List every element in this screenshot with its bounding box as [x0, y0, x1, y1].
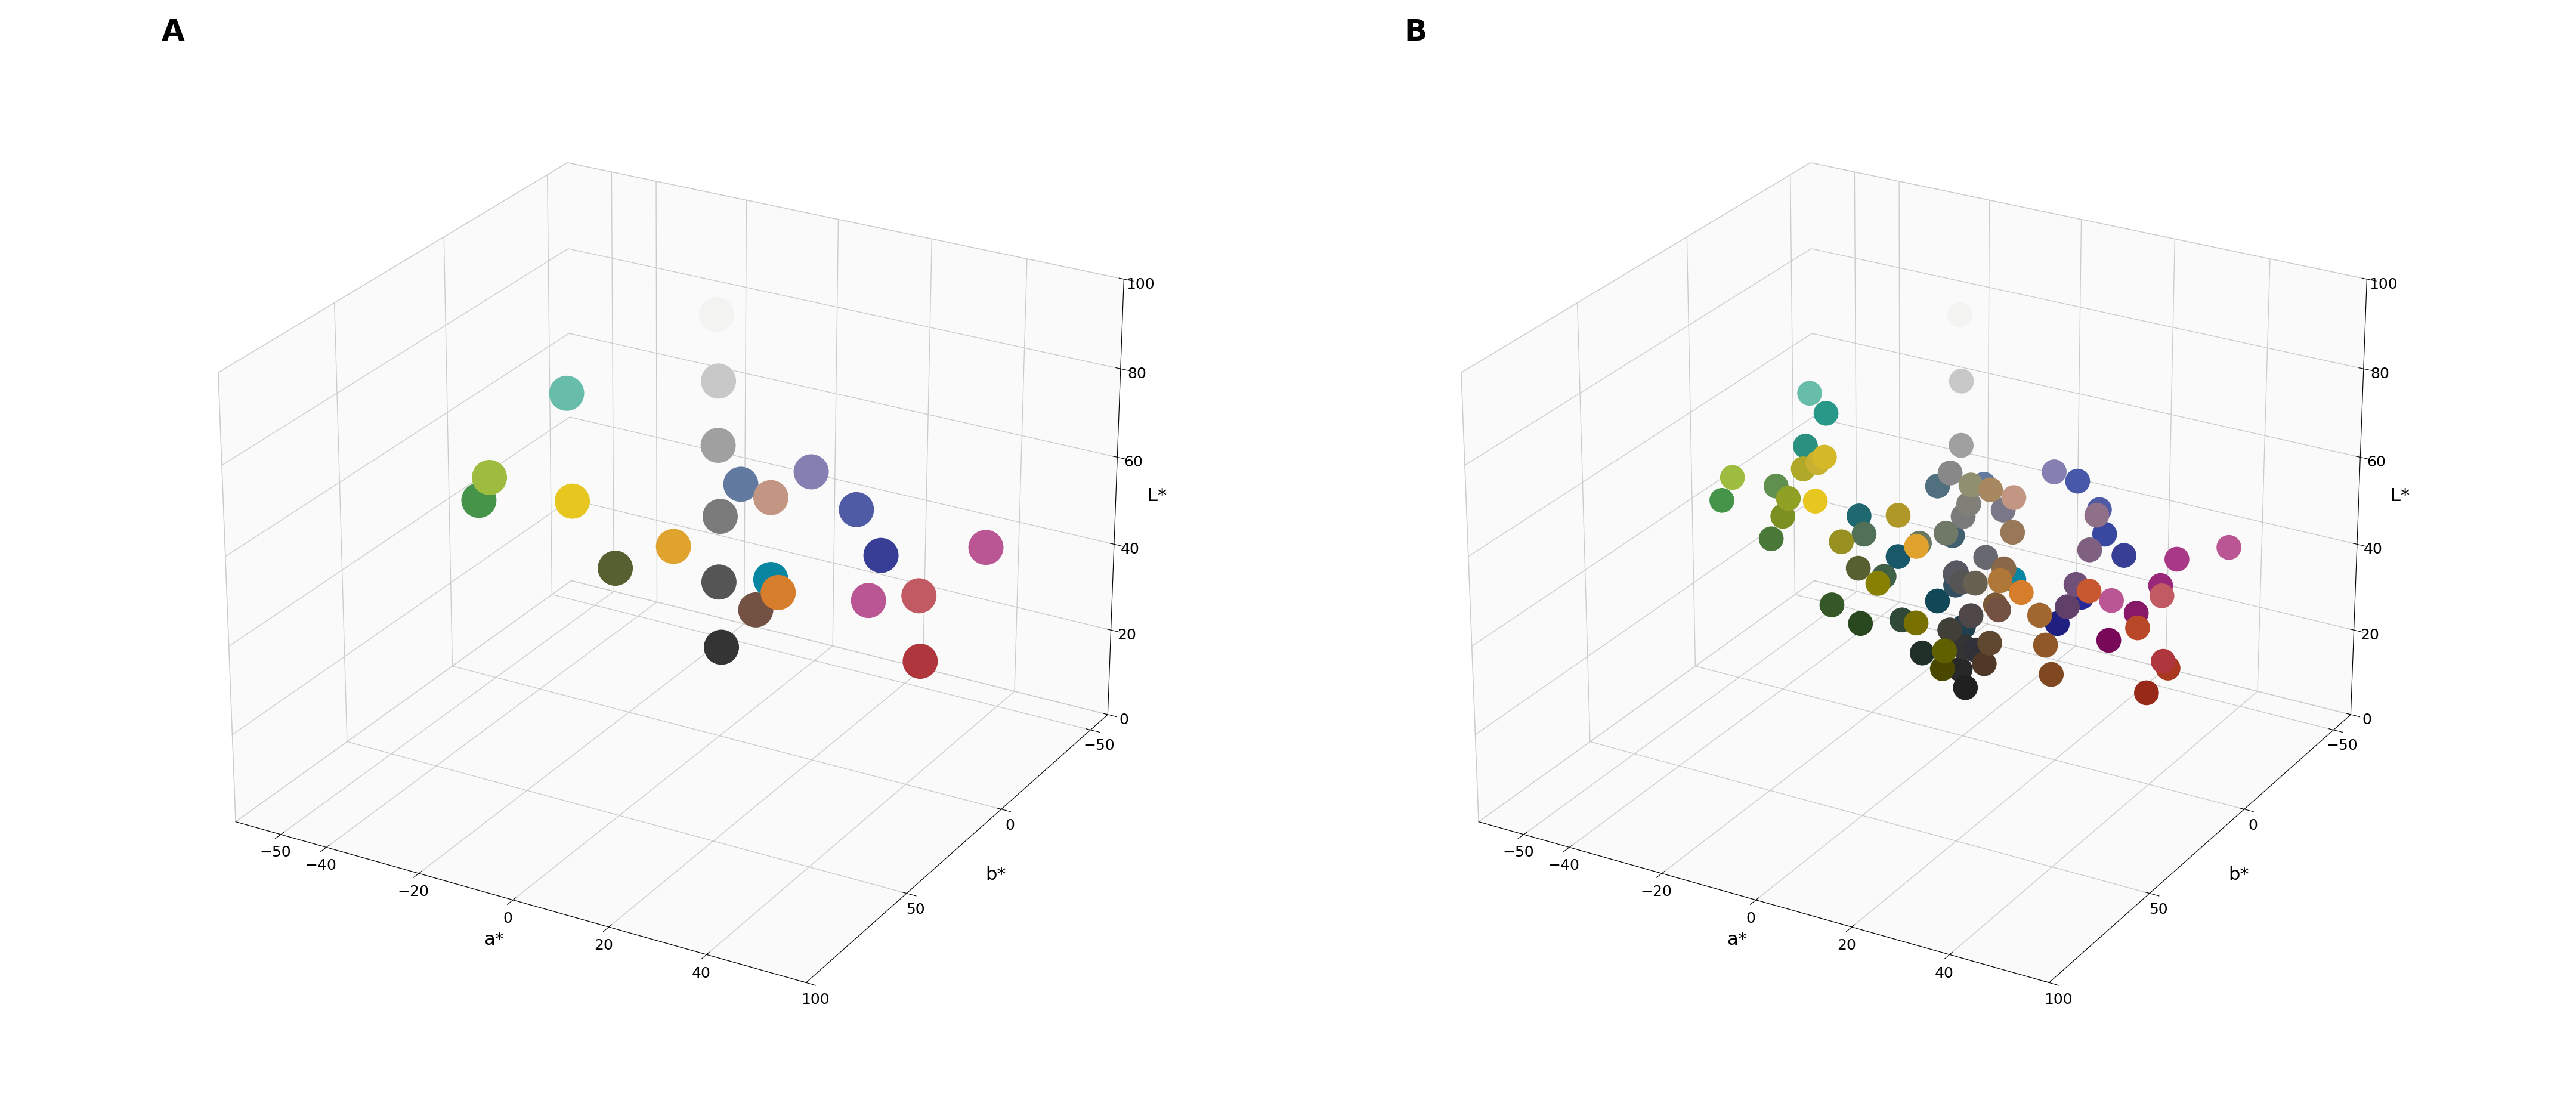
Text: A: A	[162, 19, 185, 47]
Y-axis label: b*: b*	[2228, 866, 2249, 884]
Y-axis label: b*: b*	[984, 866, 1005, 884]
Text: B: B	[1404, 19, 1427, 47]
X-axis label: a*: a*	[1726, 931, 1747, 948]
X-axis label: a*: a*	[484, 931, 505, 948]
